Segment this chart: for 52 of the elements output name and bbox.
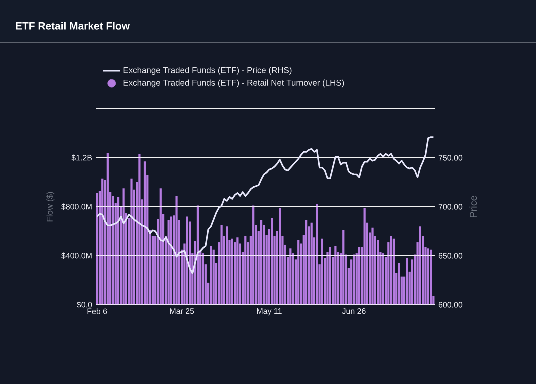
bar — [290, 248, 292, 305]
bar — [226, 226, 228, 305]
bar — [316, 204, 318, 305]
bar — [202, 254, 204, 305]
bar — [382, 254, 384, 305]
bar — [306, 220, 308, 305]
bar — [220, 225, 223, 305]
bar — [390, 236, 392, 305]
bar — [212, 250, 215, 305]
bar — [160, 188, 162, 305]
bar — [321, 238, 324, 305]
bar — [252, 206, 255, 305]
bar — [298, 240, 300, 305]
bar — [138, 154, 141, 305]
legend-label: Exchange Traded Funds (ETF) - Price (RHS) — [124, 67, 292, 76]
bar — [392, 238, 396, 305]
bar — [279, 208, 282, 305]
bar — [329, 247, 332, 305]
bar — [210, 246, 212, 305]
bar — [168, 220, 170, 305]
bar — [427, 248, 430, 305]
bar — [364, 208, 366, 305]
chart-title: ETF Retail Market Flow — [16, 22, 130, 30]
bar — [334, 246, 337, 305]
y-axis-title: Flow ($) — [46, 192, 55, 222]
bar — [176, 196, 178, 305]
bar — [377, 240, 380, 305]
bar — [310, 222, 313, 305]
bar — [122, 188, 125, 305]
bar — [236, 238, 239, 305]
bar — [112, 196, 114, 305]
y2-axis-title: Price — [470, 196, 478, 218]
bar — [358, 247, 361, 305]
bar — [144, 162, 146, 305]
bar — [130, 178, 133, 305]
bar — [96, 194, 98, 305]
bar — [372, 228, 374, 305]
bar — [117, 197, 120, 305]
bar — [271, 218, 274, 305]
bar — [398, 263, 400, 305]
bar — [342, 230, 345, 305]
bar — [231, 238, 234, 305]
bar — [102, 178, 104, 305]
bar — [106, 153, 109, 305]
bar — [244, 236, 247, 305]
bar — [406, 258, 408, 305]
bar — [170, 216, 173, 305]
legend-label: Exchange Traded Funds (ETF) - Retail Net Turnover (LHS) — [124, 80, 344, 88]
bar — [353, 254, 356, 305]
bar — [260, 220, 263, 305]
bar — [430, 250, 432, 305]
bar — [419, 226, 422, 305]
